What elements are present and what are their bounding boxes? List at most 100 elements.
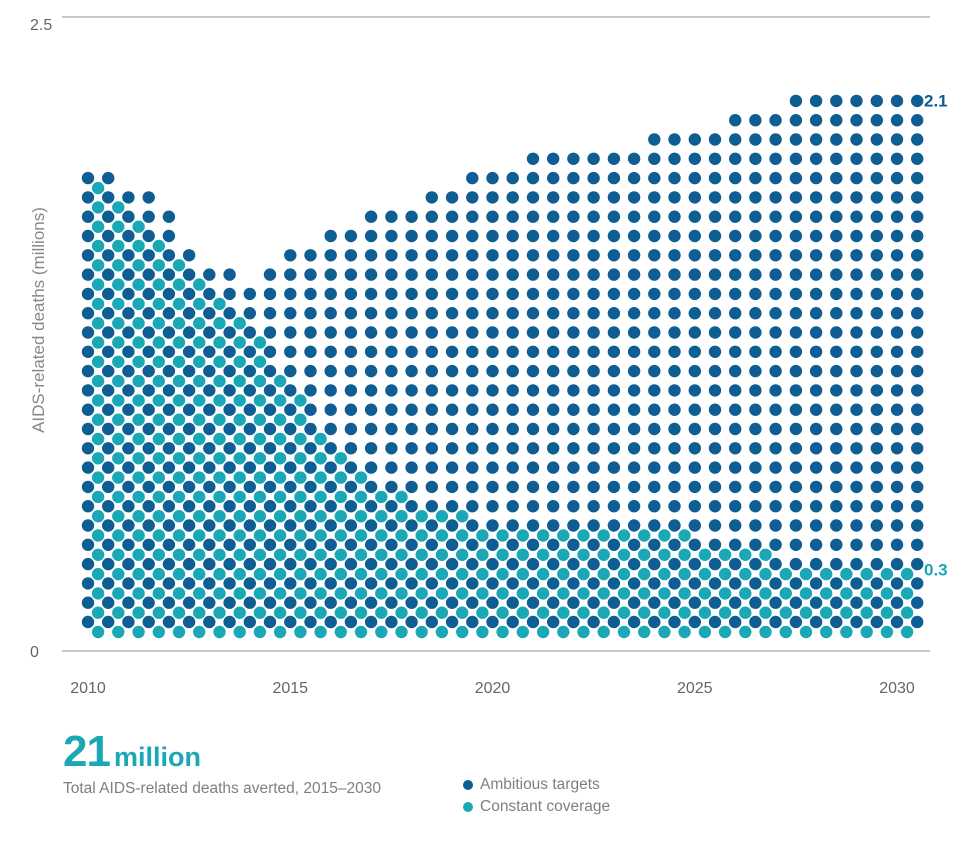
constant-coverage-dot [698,567,712,581]
ambitious-targets-dot [567,326,580,339]
ambitious-targets-dot [911,422,924,436]
constant-coverage-dot [900,625,914,639]
ambitious-targets-dot [243,557,256,571]
ambitious-targets-dot [648,461,661,474]
ambitious-targets-dot [567,364,580,378]
ambitious-targets-dot [243,596,256,609]
ambitious-targets-dot [526,577,540,590]
ambitious-targets-dot [547,191,560,204]
constant-coverage-dot [536,606,550,619]
legend-dot-ambitious-icon [463,780,473,790]
ambitious-targets-dot [364,519,378,532]
ambitious-targets-dot [162,500,176,513]
constant-coverage-dot [233,548,246,561]
constant-coverage-dot [91,413,105,426]
ambitious-targets-dot [648,422,661,436]
constant-coverage-dot [253,567,267,581]
constant-coverage-dot [840,606,853,619]
ambitious-targets-dot [890,249,904,262]
ambitious-targets-dot [911,191,924,204]
constant-coverage-dot [213,490,226,504]
ambitious-targets-dot [890,596,904,609]
constant-coverage-dot [152,490,165,504]
ambitious-targets-dot [263,326,277,339]
constant-coverage-dot [476,529,489,542]
ambitious-targets-dot [648,442,661,455]
constant-coverage-dot [354,529,368,542]
constant-coverage-dot [213,452,226,465]
ambitious-targets-dot [263,596,277,609]
constant-coverage-dot [799,567,813,581]
constant-coverage-dot [476,548,489,561]
ambitious-targets-dot [344,268,358,281]
constant-coverage-dot [658,587,671,600]
ambitious-targets-dot [789,326,803,339]
ambitious-targets-dot [850,114,863,127]
legend-item-ambitious: Ambitious targets [463,774,610,796]
constant-coverage-dot [213,432,226,446]
ambitious-targets-dot [102,268,115,281]
ambitious-targets-dot [890,152,904,165]
ambitious-targets-dot [567,480,580,494]
ambitious-targets-dot [567,557,580,571]
constant-coverage-dot [273,490,287,504]
constant-coverage-dot [334,490,347,504]
ambitious-targets-dot [466,326,479,339]
ambitious-targets-dot [324,480,337,494]
ambitious-targets-dot [142,577,155,590]
ambitious-targets-dot [385,480,398,494]
ambitious-targets-dot [587,422,600,436]
ambitious-targets-dot [385,596,398,609]
ambitious-targets-dot [850,364,863,378]
constant-coverage-dot [476,587,489,600]
ambitious-targets-dot [223,307,236,320]
constant-coverage-dot [597,529,610,542]
ambitious-targets-dot [789,307,803,320]
constant-coverage-dot [294,452,307,465]
constant-coverage-dot [476,625,489,639]
ambitious-targets-dot [425,229,438,243]
constant-coverage-dot [334,625,347,639]
ambitious-targets-dot [486,171,499,185]
constant-coverage-dot [152,355,165,368]
deaths-averted-unit: million [113,742,201,772]
ambitious-targets-dot [304,615,317,629]
constant-coverage-dot [233,432,246,446]
ambitious-targets-dot [182,268,196,281]
constant-coverage-dot [354,625,368,639]
constant-coverage-dot [375,625,388,639]
constant-coverage-dot [152,452,165,465]
constant-coverage-dot [132,317,145,330]
ambitious-targets-dot [122,249,135,262]
constant-coverage-dot [820,606,833,619]
ambitious-targets-dot [729,307,742,320]
ambitious-targets-dot [182,364,196,378]
ambitious-targets-dot [567,210,580,223]
constant-coverage-dot [638,625,651,639]
constant-coverage-dot [193,510,206,523]
ambitious-targets-dot [122,480,135,494]
ambitious-targets-dot [526,249,540,262]
constant-coverage-dot [354,587,368,600]
ambitious-targets-dot [729,557,742,571]
ambitious-targets-dot [425,326,438,339]
constant-coverage-dot [820,587,833,600]
ambitious-targets-dot [466,364,479,378]
ambitious-targets-dot [486,557,499,571]
ambitious-targets-dot [142,538,155,551]
ambitious-targets-dot [102,461,115,474]
constant-coverage-dot [273,548,287,561]
ambitious-targets-dot [668,133,681,146]
ambitious-targets-dot [486,403,499,416]
constant-coverage-dot [132,259,145,272]
ambitious-targets-dot [445,577,459,590]
x-tick-label-2025: 2025 [677,680,713,697]
constant-coverage-dot [91,587,105,600]
ambitious-targets-dot [486,210,499,223]
ambitious-targets-dot [729,577,742,590]
ambitious-targets-dot [405,557,418,571]
ambitious-targets-dot [607,519,621,532]
ambitious-targets-dot [526,364,540,378]
ambitious-targets-dot [850,422,863,436]
ambitious-targets-dot [304,461,317,474]
